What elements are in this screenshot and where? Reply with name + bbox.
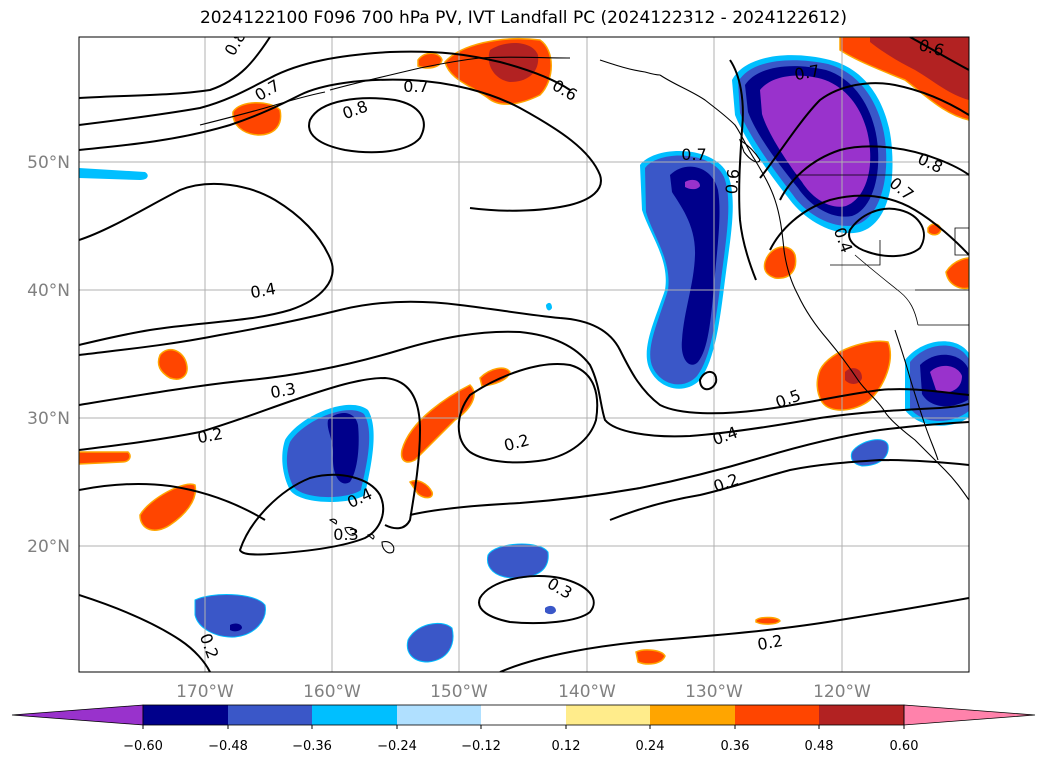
colorbar-tick-labels: −0.60 −0.48 −0.36 −0.24 −0.12 0.12 0.24 … <box>123 739 918 754</box>
latitude-label: 40°N <box>27 281 70 301</box>
colorbar-tick-label: 0.12 <box>552 739 581 754</box>
colorbar-tick-label: −0.24 <box>377 739 417 754</box>
positive-anomaly-region <box>79 451 131 465</box>
longitude-labels: 170°W 160°W 150°W 140°W 130°W 120°W <box>176 682 871 702</box>
latitude-labels: 50°N 40°N 30°N 20°N <box>27 153 70 557</box>
colorbar-tick-label: −0.48 <box>208 739 248 754</box>
colorbar-tick-label: 0.36 <box>721 739 750 754</box>
negative-anomaly-region <box>685 179 700 190</box>
plot-border <box>78 36 970 673</box>
colorbar-extension-min <box>11 704 144 726</box>
latitude-label: 30°N <box>27 409 70 429</box>
negative-anomaly-region <box>327 413 359 484</box>
negative-anomaly-region <box>546 302 552 311</box>
positive-anomaly-region <box>488 43 539 82</box>
colorbar-segment <box>735 705 819 725</box>
contour-label: 0.4 <box>249 279 277 302</box>
longitude-label: 160°W <box>303 682 361 702</box>
contour-label: 0.6 <box>722 168 743 195</box>
colorbar-segment <box>143 705 228 725</box>
latitude-label: 20°N <box>27 537 70 557</box>
longitude-label: 150°W <box>430 682 488 702</box>
colorbar-tick-label: −0.12 <box>461 739 501 754</box>
positive-anomaly-region <box>157 348 188 380</box>
colorbar-segment <box>566 705 650 725</box>
colorbar-tick-label: 0.48 <box>805 739 834 754</box>
longitude-label: 140°W <box>558 682 616 702</box>
colorbar-segments <box>11 704 1036 729</box>
colorbar-tick-label: −0.60 <box>123 739 163 754</box>
positive-anomaly-region <box>635 649 666 665</box>
colorbar-segment <box>397 705 481 725</box>
longitude-label: 130°W <box>685 682 743 702</box>
colorbar-tick-label: −0.36 <box>292 739 332 754</box>
map-title: 2024122100 F096 700 hPa PV, IVT Landfall… <box>199 8 847 28</box>
contour-label: 0.7 <box>403 77 428 96</box>
negative-anomaly-region <box>406 622 454 663</box>
shaded-anomalies <box>79 37 969 665</box>
negative-anomaly-region <box>670 166 720 365</box>
contour-label: 0.3 <box>269 379 297 402</box>
longitude-label: 170°W <box>176 682 234 702</box>
colorbar-segment <box>312 705 397 725</box>
negative-anomaly-region <box>930 365 962 393</box>
colorbar-segment <box>650 705 735 725</box>
colorbar-extension-max <box>903 704 1036 726</box>
colorbar: −0.60 −0.48 −0.36 −0.24 −0.12 0.12 0.24 … <box>11 704 1036 754</box>
longitude-label: 120°W <box>813 682 871 702</box>
colorbar-tick-label: 0.24 <box>636 739 665 754</box>
colorbar-tick-label: 0.60 <box>890 739 919 754</box>
contour-label: 0.6 <box>917 35 947 60</box>
negative-anomaly-region <box>79 168 148 180</box>
colorbar-segment <box>481 705 566 725</box>
contour-label: 0.2 <box>196 424 224 447</box>
positive-anomaly-region <box>139 483 197 531</box>
contour-label: 0.2 <box>756 631 784 654</box>
negative-anomaly-region <box>486 543 549 579</box>
contour-label: 0.3 <box>333 525 358 544</box>
colorbar-segment <box>228 705 312 725</box>
pv-contours <box>79 37 969 672</box>
colorbar-border <box>142 704 905 726</box>
positive-anomaly-region <box>870 37 969 100</box>
negative-anomaly-region <box>230 623 242 632</box>
positive-anomaly-region <box>479 367 511 387</box>
colorbar-segment <box>819 705 904 725</box>
plot-area: 0.8 0.7 0.7 0.8 0.6 0.7 0.7 0.6 0.6 0.8 … <box>79 35 969 672</box>
latitude-label: 50°N <box>27 153 70 173</box>
contour-label: 0.7 <box>681 145 706 164</box>
negative-anomaly-region <box>545 605 556 615</box>
contour-label: 0.7 <box>793 61 821 84</box>
positive-anomaly-region <box>945 257 969 290</box>
negative-anomaly-region <box>760 75 871 207</box>
positive-anomaly-region <box>755 616 781 625</box>
